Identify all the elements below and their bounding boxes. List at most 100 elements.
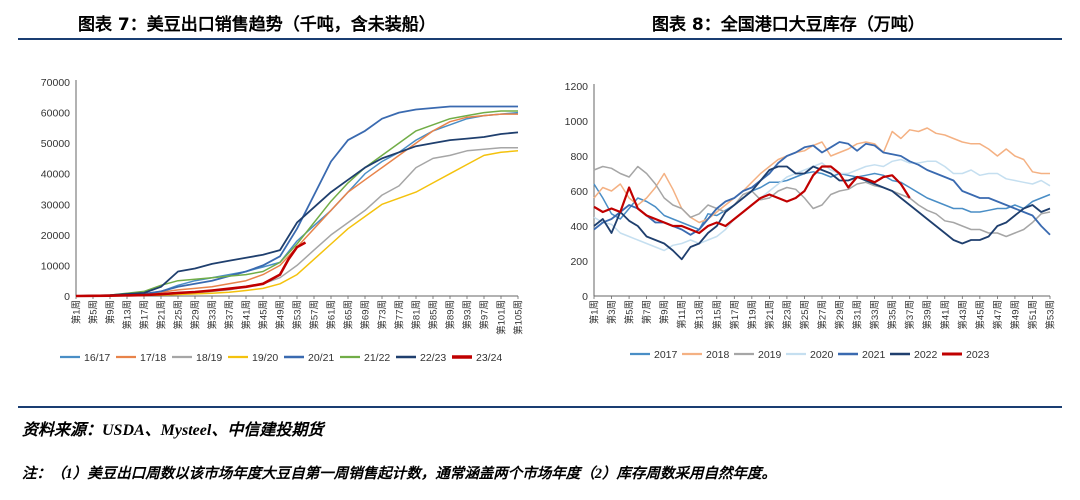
x-tick-label: 第81周 <box>411 300 423 330</box>
series-line-22-23 <box>75 131 519 297</box>
legend-label: 23/24 <box>476 352 502 364</box>
x-tick-label: 第105周 <box>513 300 525 335</box>
y-tick-label: 70000 <box>41 77 70 89</box>
series-line-2018 <box>593 127 1050 224</box>
legend-label: 19/20 <box>252 352 278 364</box>
y-tick-label: 40000 <box>41 169 70 181</box>
x-tick-label: 第45周 <box>258 300 270 330</box>
legend-label: 16/17 <box>84 352 110 364</box>
x-tick-label: 第13周 <box>122 300 134 330</box>
series-line-21-22 <box>75 110 518 297</box>
bottom-divider <box>18 406 1062 408</box>
legend-label: 2017 <box>654 349 678 361</box>
x-tick-label: 第97周 <box>479 300 491 330</box>
y-tick-label: 20000 <box>41 230 70 242</box>
series-line-19-20 <box>75 150 519 297</box>
legend-label: 22/23 <box>420 352 446 364</box>
y-tick-label: 800 <box>570 151 588 163</box>
data-source: 资料来源：USDA、Mysteel、中信建投期货 <box>22 422 324 439</box>
x-tick-label: 第49周 <box>1009 300 1021 330</box>
chart-8-title: 图表 8：全国港口大豆库存（万吨） <box>652 15 925 35</box>
x-tick-label: 第53周 <box>292 300 304 330</box>
legend-label: 18/19 <box>196 352 222 364</box>
x-tick-label: 第5周 <box>88 300 100 324</box>
x-tick-label: 第33周 <box>207 300 219 330</box>
x-tick-label: 第9周 <box>659 300 671 324</box>
x-tick-label: 第61周 <box>326 300 338 330</box>
legend-label: 2022 <box>914 349 938 361</box>
y-tick-label: 200 <box>570 256 588 268</box>
y-tick-label: 0 <box>64 291 70 303</box>
x-tick-label: 第21周 <box>156 300 168 330</box>
series-line-23-24 <box>75 241 307 298</box>
port-soy-inventory-chart: 0 200 400 600 800 1000 1200 第1周 第3周 第5周 第7周 第9周 第11周… <box>565 81 1057 361</box>
x-tick-label: 第1周 <box>589 300 601 324</box>
y-tick-label: 60000 <box>41 108 70 120</box>
x-tick-label: 第19周 <box>746 300 758 330</box>
x-tick-label: 第13周 <box>694 300 706 330</box>
legend-label: 2018 <box>706 349 730 361</box>
legend-label: 17/18 <box>140 352 166 364</box>
x-tick-label: 第45周 <box>974 300 986 330</box>
x-tick-label: 第1周 <box>71 300 83 324</box>
x-tick-label: 第93周 <box>462 300 474 330</box>
legend-label: 21/22 <box>364 352 390 364</box>
x-tick-label: 第77周 <box>394 300 406 330</box>
x-tick-label: 第51周 <box>1027 300 1039 330</box>
x-tick-label: 第9周 <box>105 300 117 324</box>
legend-label: 2019 <box>758 349 782 361</box>
legend-label: 2020 <box>810 349 834 361</box>
y-tick-label: 30000 <box>41 199 70 211</box>
x-tick-label: 第15周 <box>711 300 723 330</box>
x-tick-label: 第39周 <box>922 300 934 330</box>
x-tick-label: 第29周 <box>834 300 846 330</box>
x-tick-label: 第31周 <box>852 300 864 330</box>
y-tick-label: 400 <box>570 221 588 233</box>
x-tick-label: 第41周 <box>939 300 951 330</box>
x-tick-label: 第43周 <box>957 300 969 330</box>
x-tick-label: 第47周 <box>992 300 1004 330</box>
x-tick-label: 第69周 <box>360 300 372 330</box>
x-tick-label: 第35周 <box>887 300 899 330</box>
series-line-2017 <box>593 171 1051 231</box>
x-tick-label: 第101周 <box>496 300 508 335</box>
y-tick-label: 1000 <box>565 116 589 128</box>
x-tick-label: 第7周 <box>641 300 653 324</box>
x-tick-label: 第41周 <box>241 300 253 330</box>
y-tick-label: 600 <box>570 186 588 198</box>
x-tick-label: 第17周 <box>139 300 151 330</box>
legend-label: 2021 <box>862 349 886 361</box>
series-line-2023 <box>593 165 911 235</box>
series-line-20-21 <box>75 105 518 297</box>
x-tick-label: 第89周 <box>445 300 457 330</box>
x-tick-label: 第73周 <box>377 300 389 330</box>
x-tick-label: 第37周 <box>224 300 236 330</box>
x-tick-label: 第21周 <box>764 300 776 330</box>
y-tick-label: 10000 <box>41 260 70 272</box>
footnote: 注：（1）美豆出口周数以该市场年度大豆自第一周销售起计数，通常涵盖两个市场年度（… <box>22 466 776 482</box>
legend-label: 2023 <box>966 349 990 361</box>
x-tick-label: 第33周 <box>869 300 881 330</box>
chart-7-title: 图表 7：美豆出口销售趋势（千吨，含未装船） <box>78 15 436 35</box>
x-tick-label: 第65周 <box>343 300 355 330</box>
x-tick-label: 第11周 <box>676 300 688 329</box>
y-tick-label: 50000 <box>41 138 70 150</box>
x-tick-label: 第27周 <box>817 300 829 330</box>
x-tick-label: 第25周 <box>799 300 811 330</box>
x-tick-label: 第49周 <box>275 300 287 330</box>
x-tick-label: 第5周 <box>624 300 636 324</box>
legend-label: 20/21 <box>308 352 334 364</box>
x-tick-label: 第37周 <box>904 300 916 330</box>
x-tick-label: 第57周 <box>309 300 321 330</box>
series-line-2019 <box>593 165 1051 238</box>
x-tick-label: 第85周 <box>428 300 440 330</box>
soy-export-sales-chart: 010000200003000040000500006000070000第1周第… <box>41 77 525 364</box>
y-tick-label: 0 <box>582 291 588 303</box>
x-tick-label: 第17周 <box>729 300 741 330</box>
series-line-2022 <box>593 165 1051 261</box>
y-tick-label: 1200 <box>565 81 589 93</box>
series-line-16-17 <box>75 111 519 297</box>
x-tick-label: 第25周 <box>173 300 185 330</box>
x-tick-label: 第53周 <box>1045 300 1057 330</box>
series-line-17-18 <box>75 113 518 297</box>
